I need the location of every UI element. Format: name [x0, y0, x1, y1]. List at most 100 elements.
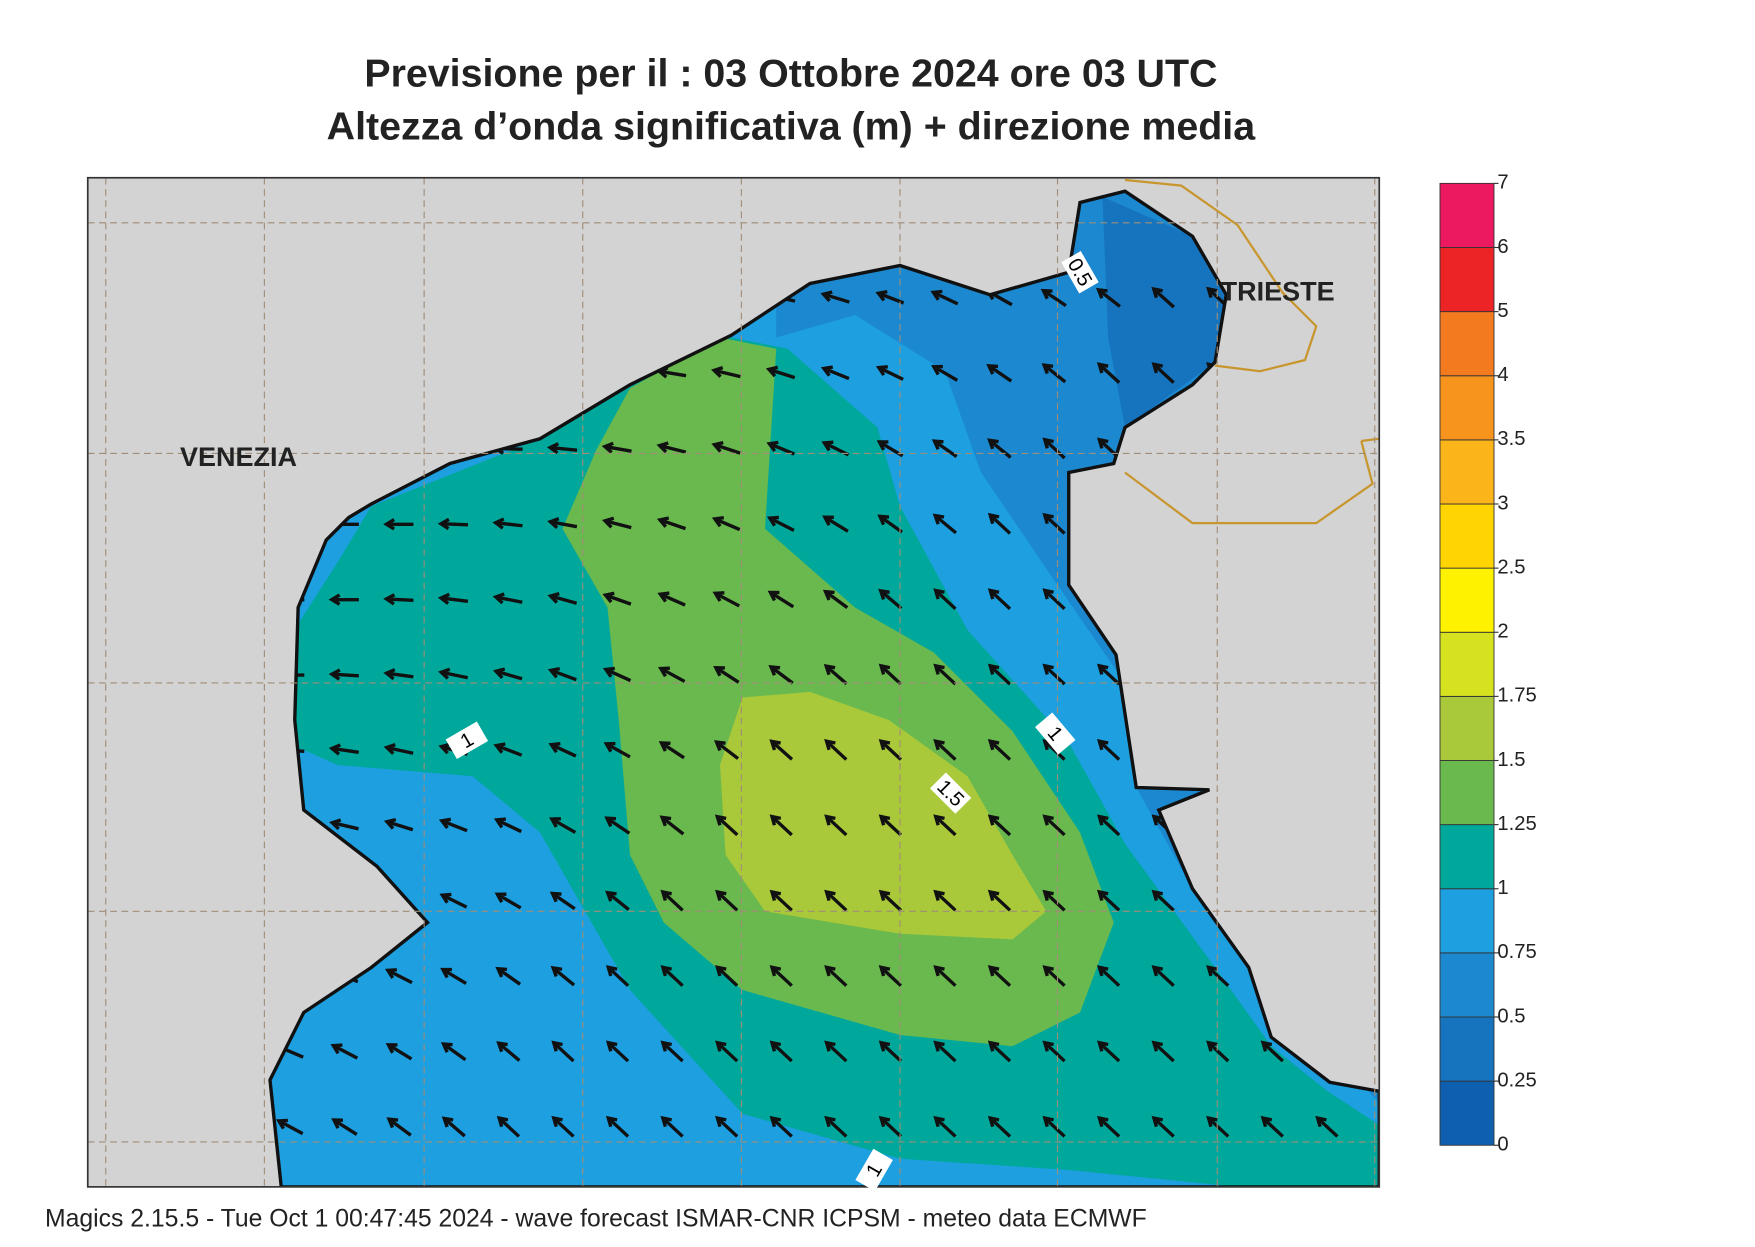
direction-arrow [820, 290, 850, 304]
direction-arrow [822, 515, 849, 533]
direction-arrow [329, 818, 359, 831]
colorbar: 0 0.25 0.5 0.75 1 1.25 1.5 1.75 2 2.5 3 3.5 4 5 6 7 [1439, 172, 1537, 1156]
direction-arrow [878, 1115, 903, 1138]
colorbar-label: 0.25 [1497, 1069, 1536, 1091]
direction-arrow [658, 666, 686, 683]
direction-arrow [711, 441, 741, 455]
direction-arrow [493, 742, 523, 757]
direction-arrow [875, 290, 905, 305]
direction-arrow [328, 743, 359, 756]
direction-arrow [1096, 889, 1121, 912]
direction-arrow [930, 289, 959, 306]
direction-arrow [878, 663, 903, 686]
colorbar-segment [1439, 503, 1495, 569]
direction-arrow [1315, 1115, 1339, 1138]
direction-arrow [656, 441, 687, 454]
direction-arrow [987, 1115, 1012, 1138]
direction-arrow [383, 742, 414, 755]
direction-arrow [878, 588, 903, 610]
direction-arrow [878, 814, 903, 837]
direction-arrow [549, 891, 576, 911]
direction-arrow [1042, 889, 1066, 912]
direction-arrow [439, 892, 468, 909]
place-label: VENEZIA [180, 442, 297, 472]
direction-arrow [438, 667, 469, 680]
direction-arrow [1042, 663, 1066, 686]
direction-arrow [493, 817, 522, 834]
direction-arrow [769, 1115, 793, 1138]
footer: Magics 2.15.5 - Tue Oct 1 00:47:45 2024 … [45, 1205, 1147, 1232]
direction-arrow [548, 742, 577, 758]
direction-arrow [331, 1118, 358, 1136]
direction-arrow [605, 1115, 630, 1138]
colorbar-label: 1.25 [1497, 813, 1536, 835]
colorbar-label: 7 [1497, 172, 1508, 194]
colorbar-segment [1439, 439, 1495, 505]
direction-arrow [1151, 1040, 1175, 1063]
direction-arrow [931, 439, 958, 458]
direction-arrow [987, 738, 1012, 761]
direction-arrow [713, 740, 740, 760]
direction-arrow [933, 814, 957, 837]
direction-arrow [1260, 1115, 1284, 1138]
colorbar-label: 5 [1497, 300, 1508, 322]
direction-arrow [492, 667, 523, 681]
direction-arrow [1151, 1115, 1175, 1138]
direction-arrow [440, 967, 467, 985]
direction-arrow [987, 965, 1012, 987]
direction-arrow [437, 592, 469, 605]
colorbar-label: 2 [1497, 621, 1508, 643]
contour-label-bg [855, 1148, 893, 1192]
colorbar-segment [1439, 888, 1495, 954]
colorbar-label: 3.5 [1497, 428, 1525, 450]
place-label: TRIESTE [1221, 276, 1335, 306]
colorbar-label: 2.5 [1497, 556, 1525, 578]
direction-arrow [437, 517, 469, 531]
direction-arrow [604, 816, 631, 835]
map [87, 177, 1380, 1187]
direction-arrow [987, 1040, 1012, 1063]
band-025-05 [1102, 196, 1227, 428]
direction-arrow [767, 590, 795, 609]
direction-arrow [551, 1040, 575, 1063]
direction-arrow [712, 591, 741, 608]
contour-label-bg [1035, 712, 1076, 755]
direction-arrow [987, 588, 1012, 611]
colorbar-label: 1.75 [1497, 685, 1536, 707]
direction-arrow [658, 741, 685, 760]
contour-label: 1 [445, 721, 489, 759]
colorbar-segment [1439, 695, 1495, 761]
contour-label-bg [445, 721, 489, 759]
direction-arrow [384, 968, 413, 985]
colorbar-segment [1439, 182, 1495, 248]
colorbar-label: 0 [1497, 1134, 1508, 1156]
direction-arrow [492, 517, 523, 530]
direction-arrow [1096, 287, 1121, 308]
map-frame [86, 176, 1381, 1188]
direction-arrow [875, 365, 904, 381]
direction-arrow [1096, 1040, 1121, 1063]
direction-arrow [1151, 965, 1175, 987]
direction-arrow [440, 1042, 467, 1062]
colorbar-label: 3 [1497, 492, 1508, 514]
direction-arrow [824, 1115, 848, 1138]
map-figure: Previsione per il : 03 Ottobre 2024 ore … [45, 52, 1537, 1233]
direction-arrow [820, 365, 850, 381]
direction-arrow [276, 1118, 304, 1136]
direction-arrow [660, 1040, 684, 1063]
direction-arrow [605, 965, 630, 987]
contour-label-bg [1061, 251, 1099, 294]
direction-arrow [715, 889, 739, 912]
direction-arrow [330, 1043, 359, 1060]
direction-arrow [713, 665, 740, 684]
direction-arrow [383, 668, 414, 681]
direction-arrow [824, 965, 848, 987]
direction-arrow [933, 663, 957, 686]
direction-arrow [660, 965, 684, 987]
direction-arrow [550, 965, 576, 987]
colorbar-label: 0.5 [1497, 1005, 1525, 1027]
direction-arrow [766, 440, 795, 456]
direction-arrow [987, 663, 1012, 686]
direction-arrow [441, 1116, 466, 1138]
contour-label-bg [929, 772, 972, 814]
